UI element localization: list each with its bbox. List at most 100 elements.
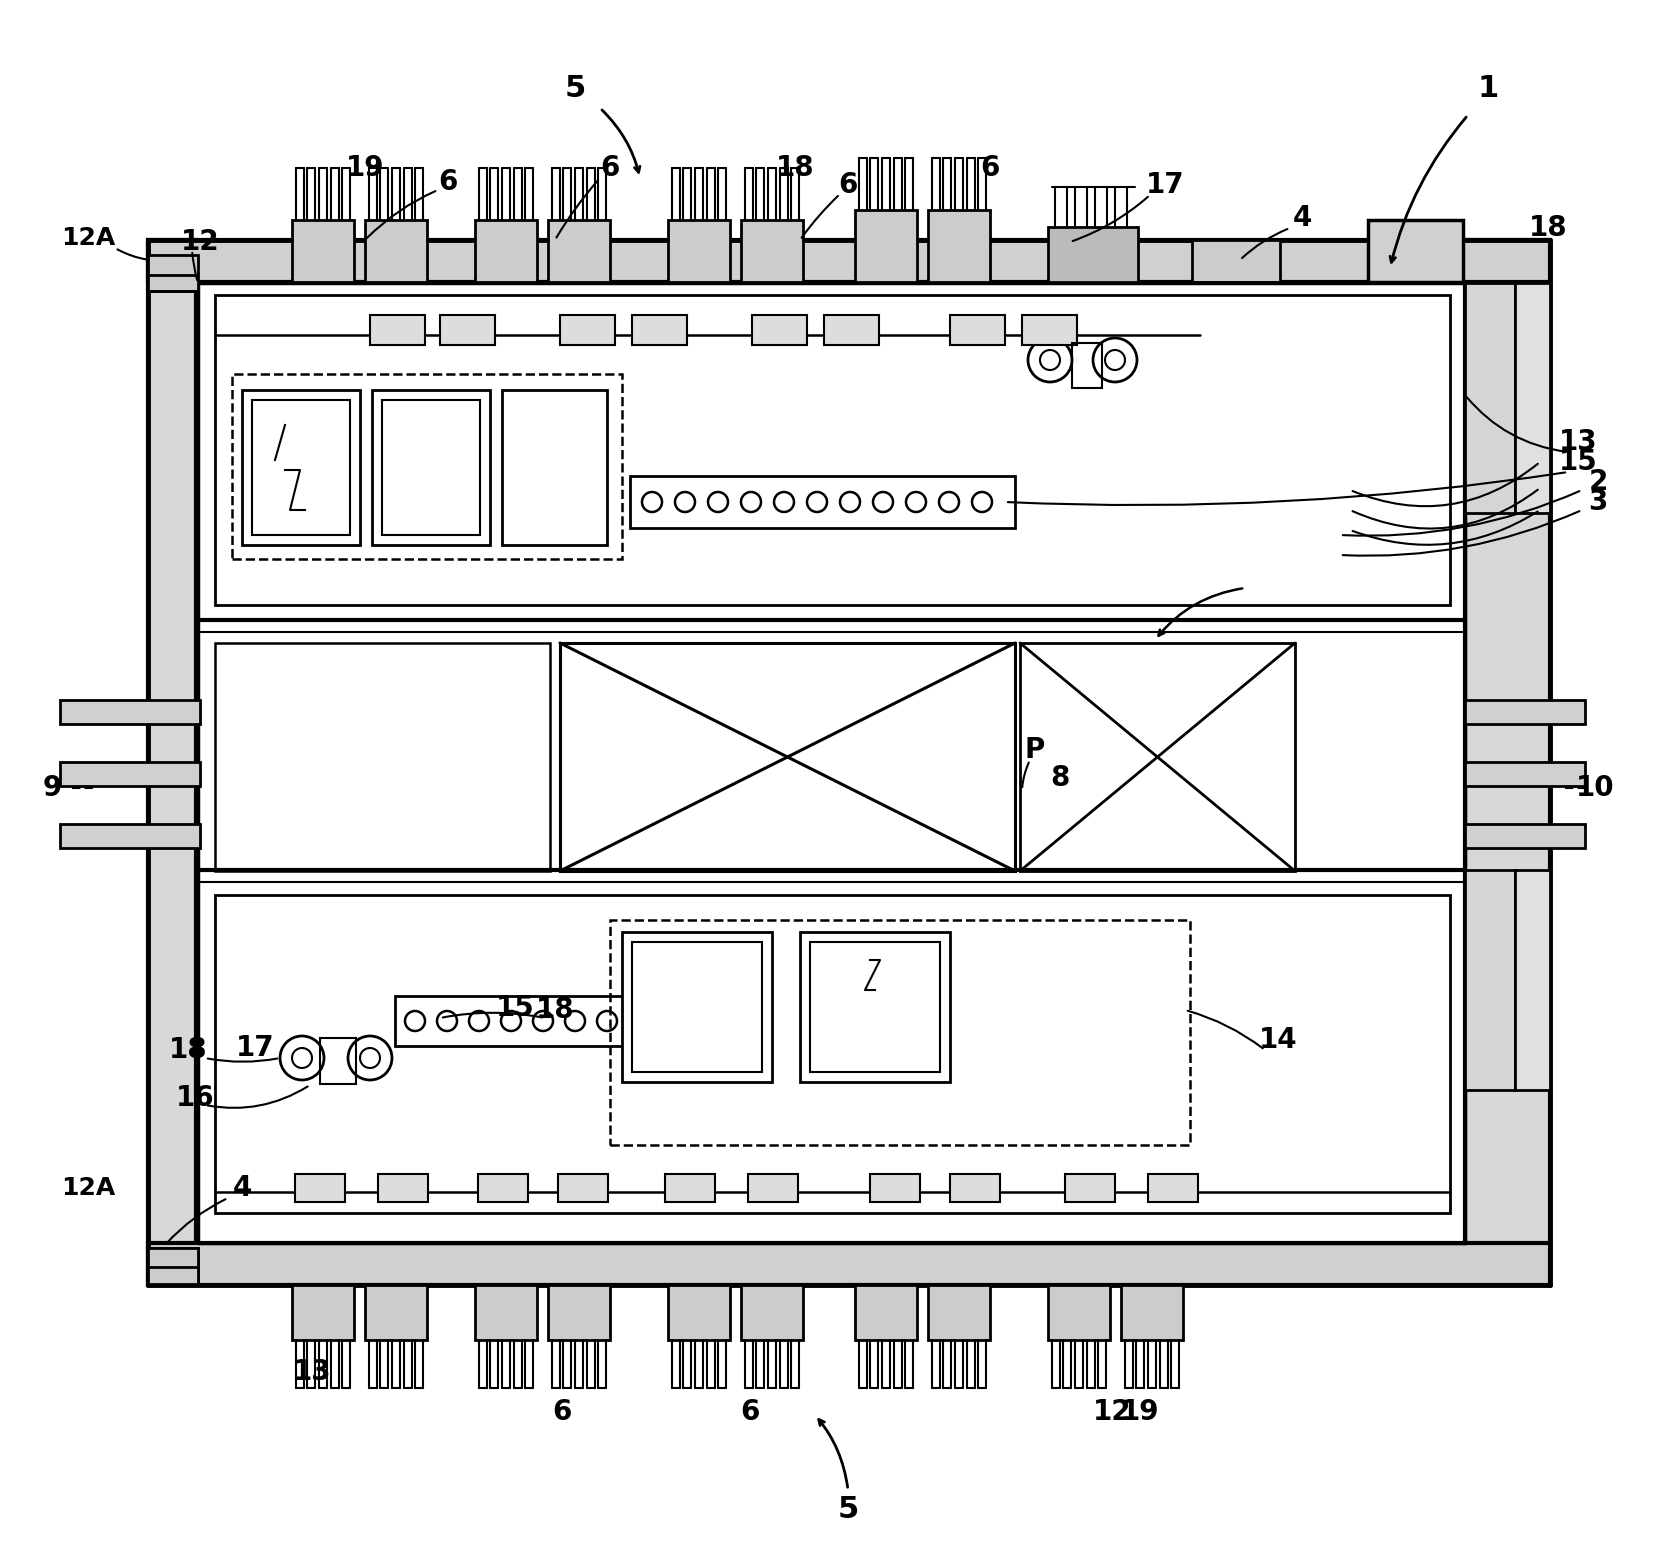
- Bar: [1465, 825, 1585, 848]
- Text: 16: 16: [175, 1085, 214, 1113]
- Bar: [474, 1285, 538, 1340]
- Bar: [215, 895, 1450, 1214]
- Bar: [631, 941, 762, 1072]
- Bar: [321, 1038, 356, 1085]
- Bar: [382, 400, 479, 535]
- Bar: [252, 400, 351, 535]
- Text: 6: 6: [838, 171, 858, 199]
- Bar: [1465, 870, 1515, 1091]
- Bar: [372, 391, 489, 545]
- Bar: [558, 1173, 608, 1201]
- Text: 14: 14: [1259, 1025, 1298, 1053]
- Text: 18: 18: [536, 996, 574, 1024]
- Text: 19: 19: [346, 154, 384, 182]
- Bar: [60, 700, 200, 724]
- Bar: [242, 391, 361, 545]
- Bar: [366, 1285, 428, 1340]
- Bar: [371, 314, 424, 345]
- Text: 6: 6: [438, 168, 458, 196]
- Text: 18: 18: [169, 1036, 207, 1064]
- Bar: [668, 219, 730, 282]
- Bar: [548, 219, 610, 282]
- Bar: [929, 1285, 990, 1340]
- Circle shape: [539, 462, 551, 475]
- Text: 9: 9: [42, 773, 62, 801]
- Bar: [1022, 314, 1077, 345]
- Bar: [810, 941, 940, 1072]
- Bar: [1465, 240, 1550, 1285]
- Bar: [870, 1173, 920, 1201]
- Bar: [1049, 227, 1137, 282]
- Text: 12A: 12A: [60, 1176, 115, 1200]
- Text: 6: 6: [740, 1397, 760, 1425]
- Bar: [149, 240, 195, 1285]
- Bar: [439, 314, 494, 345]
- Bar: [149, 1248, 199, 1284]
- Bar: [1072, 342, 1102, 387]
- Bar: [823, 314, 878, 345]
- Text: 4: 4: [1293, 204, 1311, 232]
- Text: 6: 6: [600, 154, 620, 182]
- Bar: [1465, 762, 1585, 786]
- Text: 15: 15: [496, 994, 534, 1022]
- Bar: [292, 219, 354, 282]
- Bar: [478, 1173, 528, 1201]
- Bar: [950, 314, 1005, 345]
- Bar: [366, 219, 428, 282]
- Bar: [1368, 219, 1463, 282]
- Text: 15: 15: [1558, 448, 1598, 476]
- Text: 17: 17: [1146, 171, 1184, 199]
- Text: 5: 5: [564, 73, 586, 103]
- Bar: [60, 762, 200, 786]
- Text: 12: 12: [1092, 1397, 1131, 1425]
- Text: 5: 5: [837, 1495, 858, 1525]
- Text: 19: 19: [1121, 1397, 1159, 1425]
- Bar: [741, 219, 803, 282]
- Bar: [800, 932, 950, 1081]
- Text: 2: 2: [1588, 468, 1608, 496]
- Bar: [296, 1173, 346, 1201]
- Bar: [610, 920, 1191, 1145]
- Bar: [1465, 700, 1585, 724]
- Text: 4: 4: [232, 1173, 252, 1201]
- Bar: [1192, 240, 1279, 282]
- Bar: [1121, 1285, 1182, 1340]
- Bar: [396, 996, 760, 1046]
- Bar: [1065, 1173, 1116, 1201]
- Bar: [377, 1173, 428, 1201]
- Text: 18: 18: [1528, 215, 1568, 243]
- Text: 1: 1: [1478, 73, 1498, 103]
- Bar: [215, 296, 1450, 605]
- Bar: [1020, 643, 1294, 871]
- Bar: [149, 1243, 1550, 1285]
- Text: 16: 16: [656, 994, 695, 1022]
- Text: 12: 12: [180, 229, 219, 257]
- Bar: [929, 210, 990, 282]
- Bar: [741, 1285, 803, 1340]
- Bar: [668, 1285, 730, 1340]
- Text: 17: 17: [235, 1035, 274, 1063]
- Bar: [1465, 283, 1515, 513]
- Text: 10: 10: [1576, 773, 1615, 801]
- Bar: [855, 210, 917, 282]
- Bar: [950, 1173, 1000, 1201]
- Text: 13: 13: [292, 1358, 331, 1386]
- Bar: [1515, 283, 1550, 513]
- Bar: [1515, 870, 1550, 1091]
- Bar: [665, 1173, 715, 1201]
- Bar: [60, 825, 200, 848]
- Bar: [292, 1285, 354, 1340]
- Text: 14: 14: [250, 524, 289, 552]
- Bar: [1049, 1285, 1111, 1340]
- Bar: [149, 1248, 199, 1284]
- Text: 13: 13: [1558, 428, 1597, 456]
- Bar: [503, 391, 606, 545]
- Text: 12A: 12A: [60, 226, 115, 251]
- Text: 6: 6: [980, 154, 1000, 182]
- Bar: [232, 373, 621, 559]
- Bar: [559, 314, 615, 345]
- Bar: [855, 1285, 917, 1340]
- Text: P: P: [1025, 736, 1045, 764]
- Bar: [630, 476, 1015, 527]
- Bar: [149, 255, 199, 291]
